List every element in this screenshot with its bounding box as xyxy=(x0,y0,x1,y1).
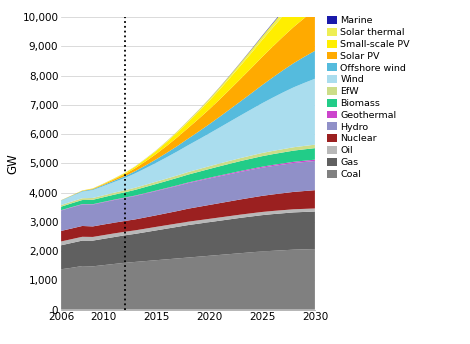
Legend: Marine, Solar thermal, Small-scale PV, Solar PV, Offshore wind, Wind, EfW, Bioma: Marine, Solar thermal, Small-scale PV, S… xyxy=(327,16,410,179)
Y-axis label: GW: GW xyxy=(7,153,20,174)
